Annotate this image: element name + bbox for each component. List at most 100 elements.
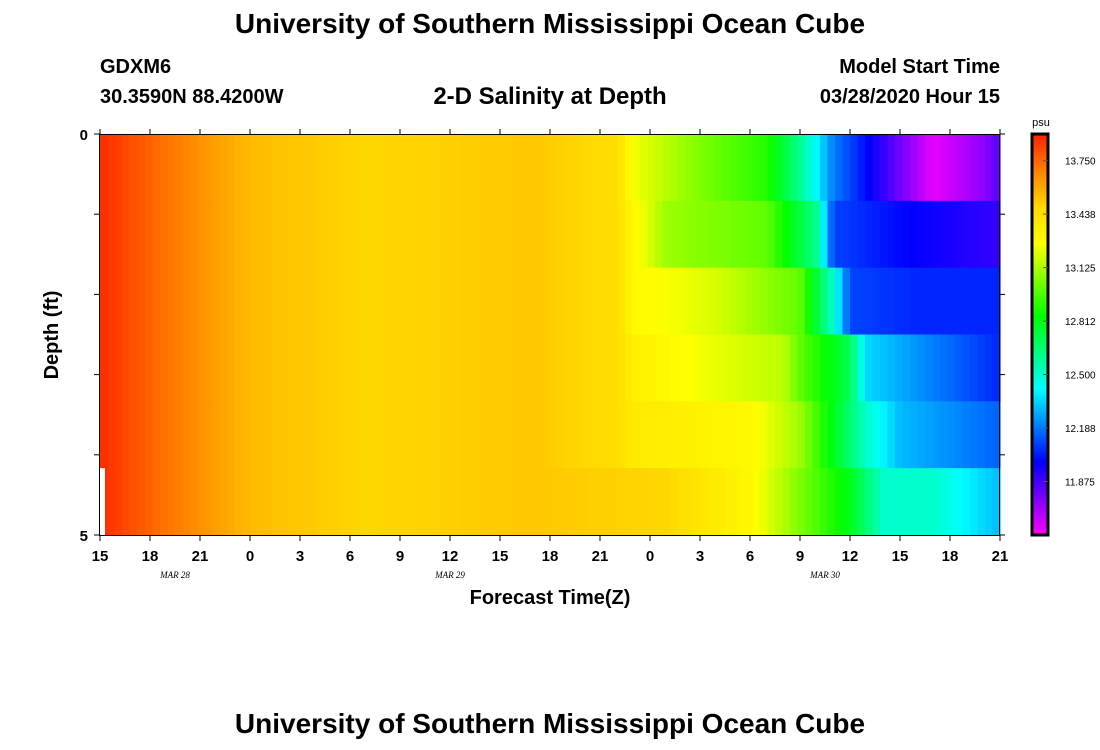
heatmap-cell <box>460 200 469 269</box>
y-tick-label: 0 <box>80 127 88 144</box>
heatmap-cell <box>542 401 551 469</box>
heatmap-cell <box>902 200 911 269</box>
heatmap-cell <box>250 200 259 269</box>
colorbar-tick-label: 12.188 <box>1065 424 1096 435</box>
heatmap-cell <box>745 267 754 336</box>
heatmap-cell <box>265 401 274 469</box>
heatmap-cell <box>295 134 304 202</box>
heatmap-cell <box>370 334 379 402</box>
heatmap-cell <box>175 468 184 536</box>
model-start-value: 03/28/2020 Hour 15 <box>819 86 1000 108</box>
x-tick-label: 6 <box>346 548 354 565</box>
heatmap-cell <box>850 334 859 402</box>
heatmap-cell <box>670 267 679 336</box>
heatmap-cell <box>812 334 821 402</box>
heatmap-cell <box>602 468 611 536</box>
heatmap-cell <box>385 267 394 336</box>
heatmap-cell <box>587 401 596 469</box>
heatmap-cell <box>925 468 934 536</box>
heatmap-cell <box>160 401 169 469</box>
heatmap-cell <box>227 200 236 269</box>
heatmap-cell <box>242 134 251 202</box>
heatmap-cell <box>947 334 956 402</box>
heatmap-cell <box>857 267 866 336</box>
heatmap-cell <box>640 468 649 536</box>
heatmap-cell <box>797 267 806 336</box>
heatmap-cell <box>940 401 949 469</box>
heatmap-cell <box>730 200 739 269</box>
heatmap-cell <box>400 200 409 269</box>
heatmap-cell <box>955 334 964 402</box>
heatmap-cell <box>977 401 986 469</box>
heatmap-cell <box>235 134 244 202</box>
heatmap-cell <box>610 267 619 336</box>
model-start-label: Model Start Time <box>839 56 1000 78</box>
x-tick-label: 15 <box>892 548 909 565</box>
heatmap-cell <box>152 401 161 469</box>
heatmap-cell <box>527 468 536 536</box>
heatmap-cell <box>242 267 251 336</box>
heatmap-cell <box>242 334 251 402</box>
heatmap-cell <box>467 468 476 536</box>
heatmap-cell <box>445 401 454 469</box>
heatmap-cell <box>782 468 791 536</box>
heatmap-cell <box>640 334 649 402</box>
heatmap-cell <box>227 468 236 536</box>
heatmap-cell <box>587 134 596 202</box>
heatmap-cell <box>212 200 221 269</box>
heatmap-cell <box>160 134 169 202</box>
heatmap-cell <box>677 468 686 536</box>
heatmap-cell <box>302 468 311 536</box>
heatmap-cell <box>122 134 131 202</box>
heatmap-cell <box>985 334 994 402</box>
heatmap-cell <box>947 200 956 269</box>
heatmap-cell <box>722 200 731 269</box>
heatmap-cell <box>797 134 806 202</box>
colorbar-ticks: 13.750 13.438 13.125 12.812 12.500 12.188 11.8… <box>1043 157 1096 488</box>
heatmap-cell <box>407 267 416 336</box>
heatmap-cell <box>317 334 326 402</box>
heatmap-cell <box>407 334 416 402</box>
heatmap-cell <box>820 267 829 336</box>
heatmap-cell <box>107 401 116 469</box>
heatmap-cell <box>197 134 206 202</box>
heatmap-cell <box>490 334 499 402</box>
heatmap-cell <box>355 200 364 269</box>
heatmap-cell <box>257 200 266 269</box>
heatmap-cell <box>572 200 581 269</box>
heatmap-cell <box>617 134 626 202</box>
heatmap-cell <box>595 267 604 336</box>
heatmap-cell <box>535 401 544 469</box>
heatmap-cell <box>835 334 844 402</box>
heatmap-cell <box>910 334 919 402</box>
heatmap-cell <box>182 334 191 402</box>
heatmap-cell <box>475 200 484 269</box>
heatmap-cell <box>580 401 589 469</box>
footer-title: University of Southern Mississippi Ocean… <box>234 708 866 739</box>
heatmap-cell <box>190 401 199 469</box>
heatmap-cell <box>400 468 409 536</box>
heatmap-cell <box>647 468 656 536</box>
heatmap-cell <box>670 334 679 402</box>
colorbar-tick-label: 13.438 <box>1065 210 1096 221</box>
heatmap-cell <box>295 200 304 269</box>
heatmap-cell <box>250 134 259 202</box>
heatmap-cell <box>835 200 844 269</box>
heatmap-cell <box>182 200 191 269</box>
heatmap-cell <box>422 200 431 269</box>
heatmap-cell <box>340 267 349 336</box>
heatmap-cell <box>100 401 109 469</box>
heatmap-cell <box>707 134 716 202</box>
heatmap-cell <box>467 200 476 269</box>
heatmap-cell <box>385 401 394 469</box>
heatmap-cell <box>437 200 446 269</box>
heatmap-cell <box>415 468 424 536</box>
heatmap-cell <box>872 200 881 269</box>
heatmap-cell <box>572 468 581 536</box>
heatmap-cell <box>287 200 296 269</box>
heatmap-cell <box>287 334 296 402</box>
heatmap-cell <box>145 334 154 402</box>
heatmap-cell <box>895 334 904 402</box>
heatmap-cell <box>565 267 574 336</box>
heatmap-cell <box>917 200 926 269</box>
